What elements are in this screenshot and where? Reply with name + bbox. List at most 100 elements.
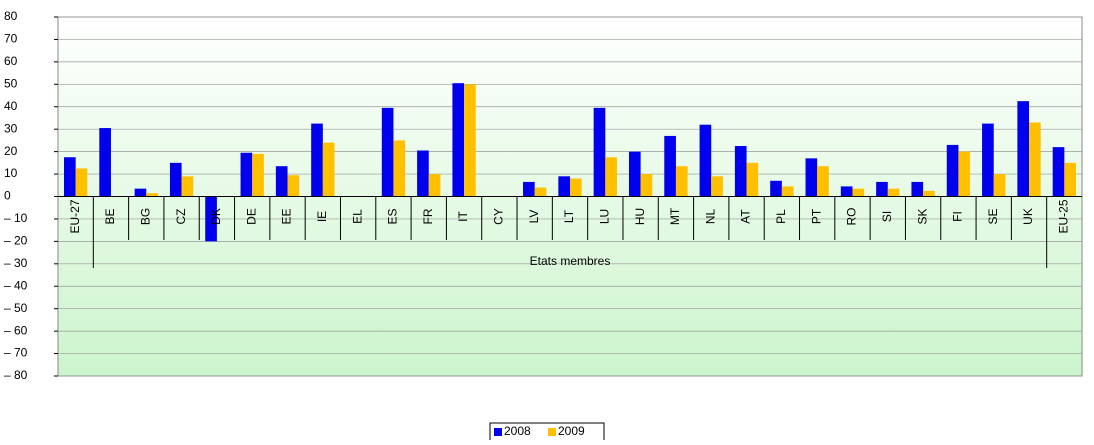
bar <box>911 181 924 197</box>
legend-swatch <box>548 428 556 436</box>
x-tick-label: SI <box>880 211 894 222</box>
bar <box>534 187 547 197</box>
bar <box>711 176 723 197</box>
bar <box>452 83 465 197</box>
y-tick-label: – 30 <box>4 256 28 270</box>
y-tick-label: 60 <box>4 54 18 68</box>
x-tick-label: IE <box>315 211 329 222</box>
bar <box>205 196 217 242</box>
bar <box>699 124 712 197</box>
x-tick-label: CZ <box>174 209 188 225</box>
x-tick-label: DE <box>244 208 258 225</box>
x-tick-label: SE <box>986 208 1000 224</box>
y-tick-label: – 20 <box>4 234 28 248</box>
x-tick-label: ES <box>386 208 400 224</box>
bar <box>852 188 865 197</box>
x-tick-label: MT <box>668 207 682 225</box>
x-tick-label: DK <box>209 208 223 225</box>
x-axis-label: Etats membres <box>530 254 611 268</box>
bar <box>664 135 676 197</box>
x-tick-label: EU-27 <box>68 199 82 233</box>
x-tick-label: PT <box>809 208 823 224</box>
x-tick-label: SK <box>915 208 929 224</box>
x-tick-label: IT <box>456 211 470 222</box>
y-tick-label: 10 <box>4 166 18 180</box>
bar <box>275 166 288 197</box>
bar <box>64 157 76 197</box>
y-tick-label: – 40 <box>4 278 28 292</box>
bar <box>311 123 323 197</box>
y-tick-label: – 10 <box>4 211 28 225</box>
bar <box>982 123 994 197</box>
legend-swatch <box>494 428 502 436</box>
x-tick-label: LV <box>527 210 541 224</box>
bar <box>146 193 158 197</box>
bar <box>252 153 264 197</box>
x-tick-label: PL <box>774 209 788 224</box>
x-tick-label: EU-25 <box>1057 199 1071 233</box>
bar <box>75 168 88 197</box>
bar <box>675 166 688 197</box>
x-tick-label: CY <box>492 208 506 225</box>
x-tick-label: UK <box>1021 208 1035 225</box>
bar <box>181 176 194 197</box>
bar <box>393 140 406 197</box>
y-tick-label: 0 <box>4 189 11 203</box>
bar <box>640 174 653 197</box>
bar <box>1052 147 1065 197</box>
x-tick-label: LT <box>562 209 576 223</box>
x-tick-label: EE <box>280 208 294 224</box>
bar <box>923 190 935 197</box>
y-tick-label: 30 <box>4 121 18 135</box>
bar <box>417 150 429 197</box>
bar <box>628 151 641 197</box>
bar <box>770 180 782 197</box>
bar <box>381 107 394 197</box>
bar <box>1029 122 1041 197</box>
y-tick-label: 50 <box>4 76 18 90</box>
y-tick-label: 40 <box>4 99 18 113</box>
bar <box>240 152 253 197</box>
legend-label: 2008 <box>504 424 531 438</box>
bar <box>605 157 617 197</box>
x-tick-label: FI <box>951 211 965 222</box>
x-tick-label: BE <box>103 208 117 224</box>
bar <box>887 188 900 197</box>
x-tick-label: RO <box>845 208 859 226</box>
bar <box>523 181 535 197</box>
x-tick-label: FR <box>421 208 435 224</box>
bar <box>570 178 582 197</box>
bar <box>169 162 182 197</box>
bar <box>746 162 759 197</box>
bar <box>817 166 829 197</box>
x-tick-label: LU <box>597 209 611 224</box>
y-tick-label: – 50 <box>4 301 28 315</box>
y-tick-label: – 60 <box>4 323 28 337</box>
x-tick-label: NL <box>703 209 717 225</box>
bar <box>1064 162 1076 197</box>
bar <box>805 158 818 197</box>
x-tick-label: BG <box>138 208 152 225</box>
bar <box>428 174 441 197</box>
bar <box>958 151 971 197</box>
bar <box>322 142 335 197</box>
x-tick-label: HU <box>633 208 647 225</box>
y-tick-label: – 70 <box>4 346 28 360</box>
bar <box>287 175 300 197</box>
y-tick-label: 80 <box>4 9 18 23</box>
bar <box>558 176 570 197</box>
bar <box>840 186 853 197</box>
bar <box>876 181 888 197</box>
x-tick-label: AT <box>739 209 753 224</box>
bar <box>781 186 794 197</box>
bar <box>734 146 747 197</box>
bar <box>464 84 476 197</box>
y-tick-label: 70 <box>4 32 18 46</box>
x-tick-label: EL <box>350 209 364 224</box>
bar <box>993 174 1006 197</box>
legend-label: 2009 <box>558 424 585 438</box>
bar <box>134 188 147 197</box>
bar <box>1017 101 1030 197</box>
y-tick-label: 20 <box>4 144 18 158</box>
